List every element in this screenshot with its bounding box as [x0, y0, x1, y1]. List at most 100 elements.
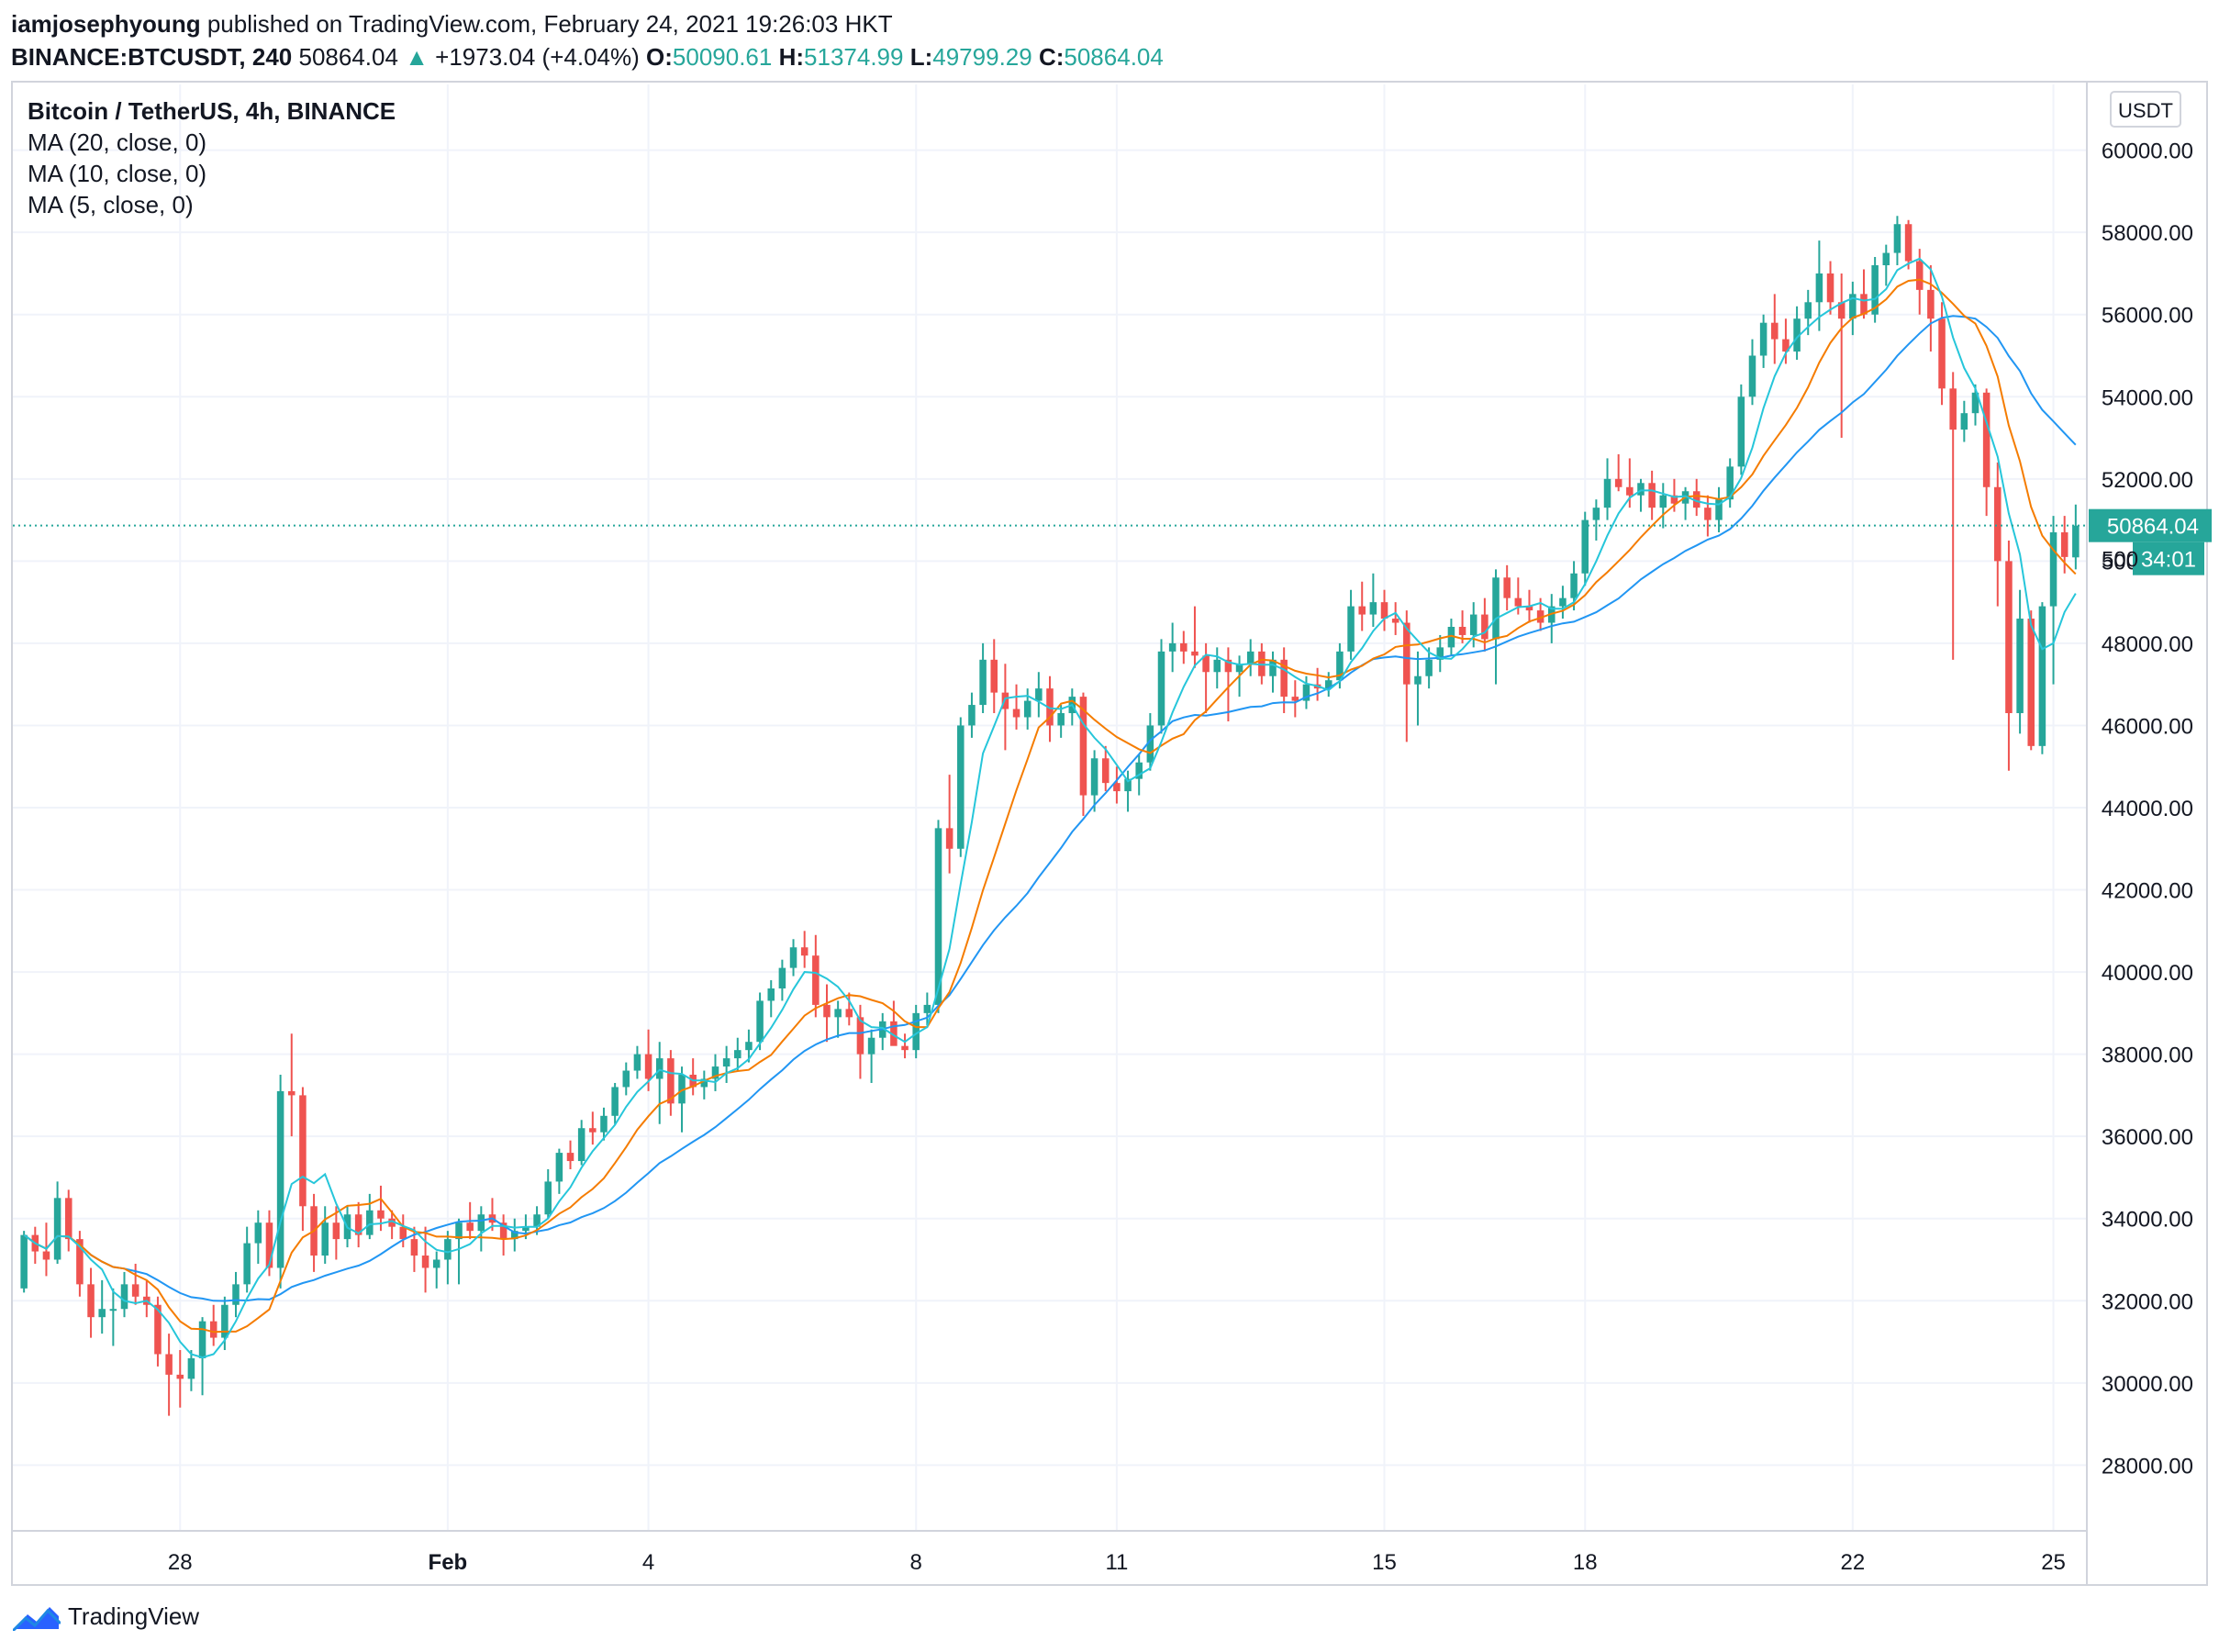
time-axis[interactable]: 28 Feb 4 8 11 15 18 22 25 — [13, 1530, 2087, 1575]
publisher-name[interactable]: iamjosephyoung — [11, 10, 201, 38]
price-tick-label: 40000.00 — [2102, 961, 2193, 986]
candle-body — [511, 1231, 519, 1240]
price-tick-label: 54000.00 — [2102, 385, 2193, 410]
candle-body — [444, 1239, 452, 1260]
countdown-badge — [2133, 541, 2204, 575]
price-tick-label: 42000.00 — [2102, 879, 2193, 904]
candle-body — [1982, 392, 1990, 487]
open-label: O: — [646, 43, 673, 71]
candle-body — [1514, 597, 1522, 607]
candle-body — [466, 1222, 474, 1232]
price-tick-label: 52000.00 — [2102, 468, 2193, 493]
candle-body — [477, 1214, 485, 1232]
candle-body — [1915, 261, 1924, 290]
candle-body — [455, 1222, 463, 1240]
currency-button[interactable] — [2110, 91, 2181, 128]
legend-ma10[interactable]: MA (10, close, 0) — [28, 160, 207, 187]
candle-body — [1001, 692, 1009, 709]
chart-header: iamjosephyoung published on TradingView.… — [11, 7, 1164, 73]
time-tick-label: 8 — [910, 1550, 922, 1575]
candle-body — [1492, 577, 1500, 640]
candle-body — [254, 1222, 262, 1244]
candle-body — [287, 1090, 295, 1096]
candle-body — [622, 1070, 630, 1088]
candle-body — [600, 1115, 608, 1133]
candle-body — [856, 1017, 864, 1055]
candle-body — [2072, 525, 2080, 558]
candle-body — [265, 1222, 273, 1268]
ma5-line — [23, 257, 2077, 1359]
candle-body — [1425, 659, 1433, 676]
candle-body — [1860, 294, 1868, 315]
candle-body — [655, 1058, 663, 1079]
candle-body — [1235, 664, 1243, 673]
candle-body — [1648, 483, 1656, 508]
candle-body — [232, 1284, 240, 1305]
candle-body — [945, 828, 953, 849]
low-label: L: — [909, 43, 933, 71]
footer-brand-label: TradingView — [68, 1602, 200, 1630]
candle-body — [1960, 413, 1968, 430]
candle-body — [577, 1128, 585, 1162]
price-tick-label: 60000.00 — [2102, 140, 2193, 164]
grid-lines — [13, 84, 2087, 1531]
candle-body — [923, 1004, 931, 1013]
candle-body — [1347, 606, 1355, 652]
candle-body — [1871, 265, 1879, 315]
candle-body — [1469, 614, 1477, 635]
last-price-badge-label: 50864.04 — [2107, 515, 2199, 540]
candle-body — [1670, 495, 1678, 504]
candle-body — [890, 1021, 898, 1046]
footer-brand[interactable]: TradingView — [13, 1602, 199, 1631]
candle-body — [377, 1210, 385, 1219]
candle-body — [1324, 680, 1333, 689]
close-label: C: — [1038, 43, 1065, 71]
candle-body — [1213, 659, 1221, 673]
candle-body — [2016, 619, 2024, 714]
change-value: +1973.04 (+4.04%) — [435, 43, 640, 71]
price-axis[interactable]: 28000.00 30000.00 32000.00 34000.00 36000.00… — [2086, 83, 2193, 1584]
candle-body — [1458, 627, 1466, 635]
candle-body — [1692, 491, 1700, 508]
candle-body — [243, 1243, 251, 1285]
candle-body — [734, 1050, 742, 1059]
candle-body — [165, 1354, 173, 1375]
candle-body — [566, 1153, 574, 1162]
candle-body — [1391, 619, 1399, 623]
candle-body — [1726, 466, 1734, 500]
candle-body — [1994, 486, 2002, 562]
candle-body — [1938, 318, 1946, 389]
candle-body — [778, 967, 786, 988]
candle-body — [1804, 302, 1812, 319]
legend-ma20[interactable]: MA (20, close, 0) — [28, 128, 207, 156]
candle-body — [1336, 651, 1344, 681]
candle-body — [767, 988, 775, 1001]
time-tick-label: Feb — [429, 1550, 468, 1575]
candle-body — [1380, 602, 1388, 620]
chart-frame — [11, 81, 2208, 1586]
candle-body — [1782, 339, 1790, 352]
candle-body — [1771, 322, 1779, 340]
candle-body — [1626, 486, 1634, 496]
change-arrow-icon: ▲ — [405, 43, 429, 71]
candle-body — [1012, 709, 1020, 718]
candle-body — [1815, 273, 1823, 303]
candle-body — [53, 1198, 61, 1260]
candle-body — [1079, 697, 1087, 796]
legend-title[interactable]: Bitcoin / TetherUS, 4h, BINANCE — [28, 97, 396, 125]
legend-ma5[interactable]: MA (5, close, 0) — [28, 191, 194, 218]
candle-body — [1302, 684, 1310, 701]
candle-body — [1436, 647, 1444, 660]
candle-body — [611, 1087, 619, 1116]
candle-body — [1927, 289, 1935, 319]
candle-body — [1904, 224, 1912, 262]
candle-body — [1481, 614, 1489, 640]
candle-body — [1291, 697, 1299, 701]
candle-body — [1280, 659, 1288, 698]
candle-body — [1704, 508, 1712, 520]
candle-body — [845, 1009, 853, 1018]
time-tick-label: 22 — [1840, 1550, 1865, 1575]
candle-body — [42, 1251, 50, 1260]
